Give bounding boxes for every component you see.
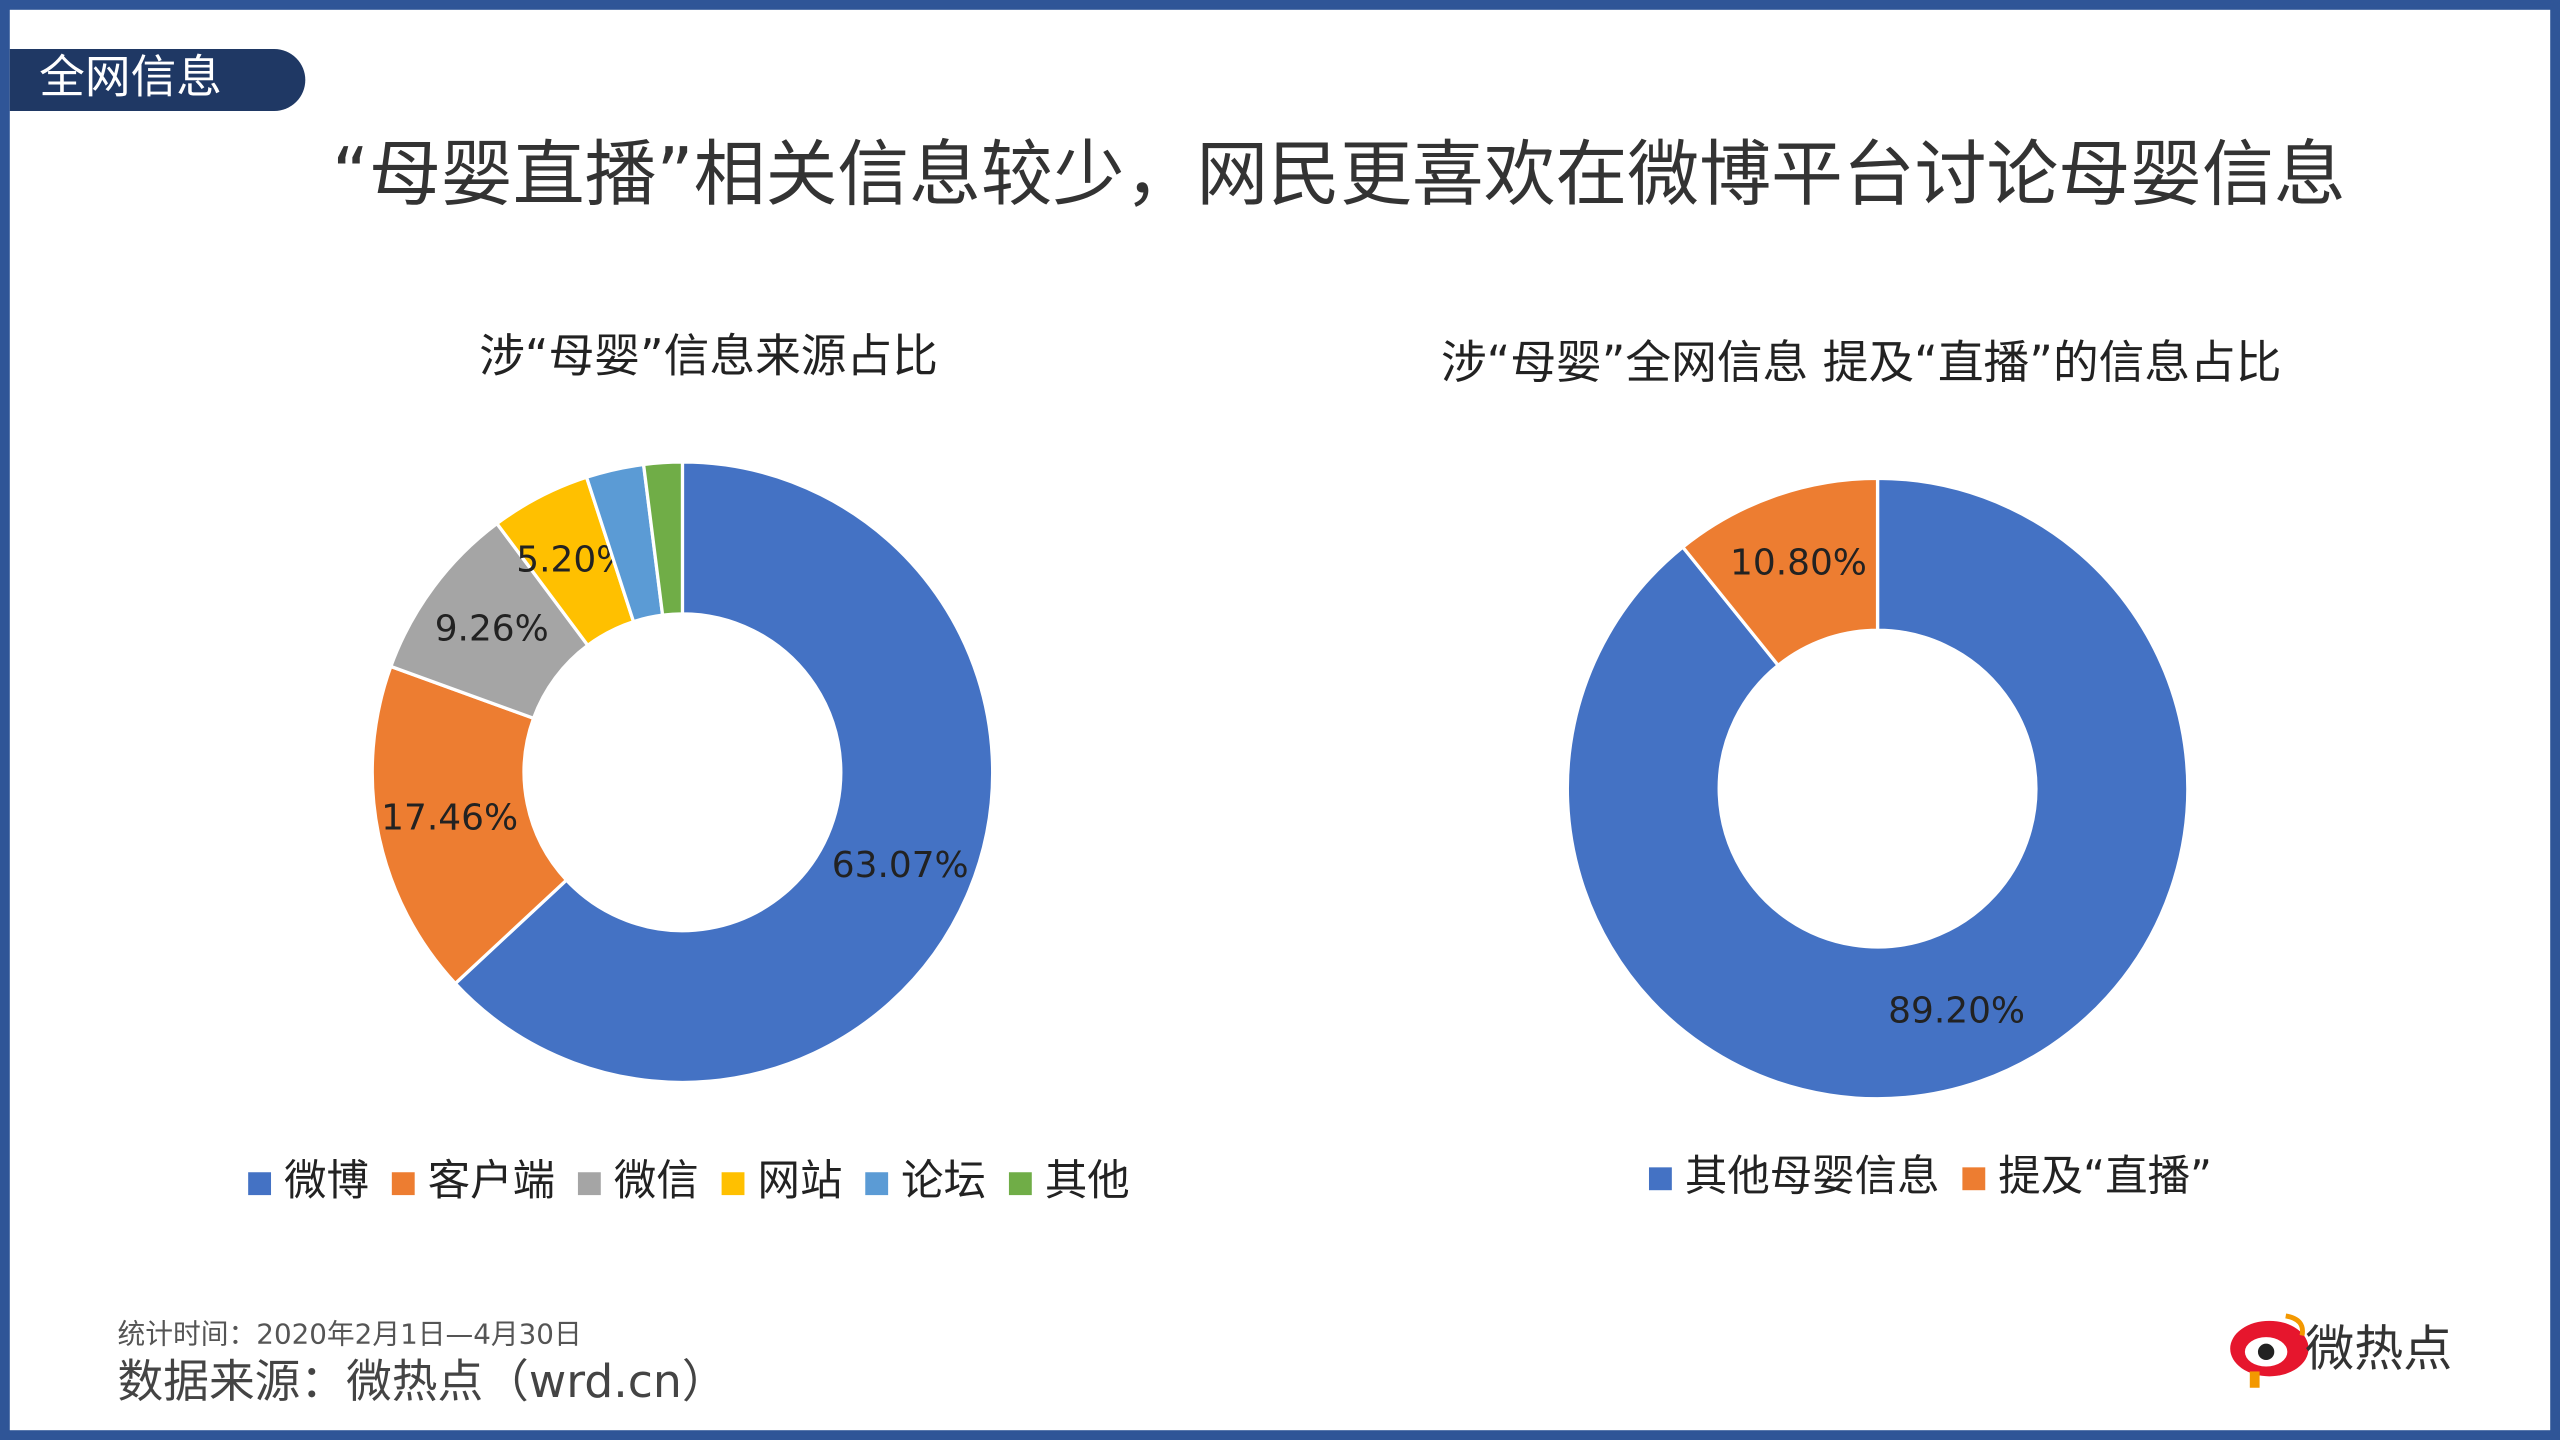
legend-label: 微信 [614,1157,699,1206]
legend-swatch [721,1172,745,1196]
slice [1680,476,1880,668]
data-label: 63.07% [832,845,969,886]
logo-icon [2230,1313,2309,1388]
legend-label: 微博 [284,1157,369,1206]
legend-swatch [1962,1167,1986,1191]
legend-swatch [391,1172,415,1196]
chart-title: 涉“母婴”信息来源占比 [479,330,938,383]
legend-swatch [865,1172,889,1196]
slice [370,664,569,986]
legend-label: 其他 [1045,1157,1130,1206]
legend-label: 网站 [758,1157,843,1206]
legend-label: 提及“直播” [1998,1152,2212,1201]
source-note: 数据来源：微热点（wrd.cn） [118,1355,728,1408]
legend-label: 论坛 [901,1157,986,1206]
logo-text: 微热点 [2305,1320,2452,1377]
legend-label: 客户端 [428,1157,555,1206]
slice [641,460,685,617]
slice [1565,476,2190,1101]
chart-title: 涉“母婴”全网信息 提及“直播”的信息占比 [1441,336,2281,389]
data-label: 10.80% [1730,543,1867,584]
period-note: 统计时间：2020年2月1日—4月30日 [118,1318,582,1351]
legend-swatch [577,1172,601,1196]
data-label: 89.20% [1888,991,2025,1032]
legend-swatch [248,1172,272,1196]
legend-label: 其他母婴信息 [1685,1152,1940,1201]
data-label: 9.26% [435,609,549,650]
header: 全网信息 [39,50,222,103]
legend-swatch [1648,1167,1672,1191]
slide-title: “母婴直播”相关信息较少，网民更喜欢在微博平台讨论母婴信息 [332,132,2346,216]
data-label: 17.46% [381,798,518,839]
legend-swatch [1008,1172,1032,1196]
header-pill [9,48,306,112]
slice [452,460,995,1085]
